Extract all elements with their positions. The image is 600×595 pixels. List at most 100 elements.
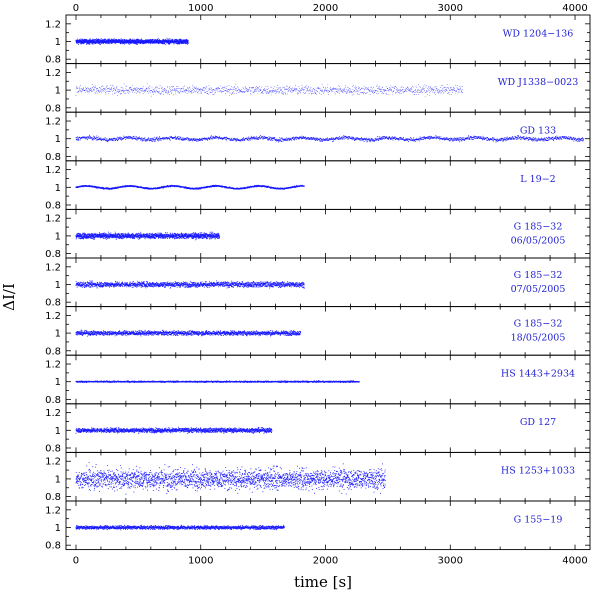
data-point — [80, 88, 82, 89]
data-point — [128, 90, 130, 92]
data-point — [303, 92, 305, 94]
data-point — [389, 89, 391, 91]
data-point — [200, 91, 202, 93]
data-point — [273, 88, 274, 89]
data-point — [83, 87, 84, 89]
data-point — [209, 87, 210, 89]
data-point — [79, 86, 80, 88]
data-point — [119, 136, 121, 138]
data-point — [448, 94, 450, 95]
data-point — [354, 90, 355, 92]
data-point — [142, 92, 144, 94]
data-point — [83, 88, 85, 89]
data-point — [124, 90, 125, 92]
data-point — [402, 91, 404, 93]
data-point — [125, 90, 127, 91]
data-point — [414, 94, 415, 95]
data-point — [298, 90, 299, 91]
data-point — [164, 90, 166, 91]
data-point — [352, 139, 354, 141]
data-point — [464, 140, 466, 142]
data-point — [255, 88, 257, 90]
data-point — [291, 88, 292, 89]
data-point — [210, 135, 212, 137]
data-point — [278, 87, 279, 89]
data-point — [274, 136, 276, 138]
data-point — [376, 84, 378, 86]
data-point — [100, 137, 102, 139]
data-point — [85, 138, 87, 140]
data-point — [283, 93, 284, 95]
data-point — [333, 138, 335, 140]
data-point — [274, 86, 276, 88]
data-point — [294, 87, 296, 89]
data-point — [221, 138, 223, 140]
data-point — [379, 138, 381, 140]
data-point — [338, 90, 339, 92]
data-point — [254, 89, 256, 90]
data-point — [256, 90, 258, 92]
data-point — [332, 139, 334, 141]
data-point — [352, 85, 354, 87]
data-point — [320, 89, 322, 91]
data-point — [141, 89, 143, 91]
data-point — [148, 89, 150, 91]
data-point — [138, 91, 140, 92]
data-point — [471, 138, 473, 140]
data-point — [352, 137, 354, 139]
data-point — [366, 140, 368, 142]
data-point — [269, 136, 271, 138]
data-point — [354, 87, 356, 88]
data-point — [339, 89, 341, 91]
data-point — [481, 136, 483, 138]
data-point — [106, 91, 107, 93]
data-point — [319, 140, 321, 142]
data-point — [101, 39, 103, 41]
data-point — [523, 136, 525, 138]
data-point — [361, 92, 362, 93]
data-point — [226, 90, 227, 92]
data-point — [237, 90, 238, 91]
y-tick-label: 0.8 — [45, 152, 61, 163]
data-point — [257, 93, 259, 94]
data-point — [229, 95, 230, 97]
data-point — [460, 136, 462, 138]
data-point — [362, 88, 364, 89]
data-point — [78, 88, 80, 90]
data-point — [176, 88, 177, 90]
data-point — [310, 90, 312, 92]
data-point — [181, 91, 182, 93]
data-point — [85, 41, 87, 43]
data-point — [519, 137, 521, 139]
data-point — [103, 38, 105, 40]
data-point — [446, 90, 448, 92]
data-point — [250, 94, 252, 96]
data-point — [146, 87, 148, 89]
data-point — [290, 138, 292, 140]
data-point — [230, 139, 232, 141]
data-point — [289, 137, 291, 139]
data-point — [420, 90, 421, 92]
data-point — [166, 89, 168, 91]
data-point — [156, 137, 158, 139]
y-tick-label: 1.2 — [45, 68, 61, 79]
data-point — [393, 91, 394, 92]
data-point — [244, 138, 246, 140]
data-point — [272, 92, 274, 94]
data-point — [214, 92, 216, 93]
data-point — [105, 39, 107, 41]
data-point — [293, 138, 295, 140]
data-point — [228, 91, 229, 93]
data-point — [198, 87, 199, 89]
data-point — [186, 93, 188, 94]
data-point — [117, 88, 119, 90]
data-point — [144, 139, 146, 141]
data-point — [270, 138, 272, 140]
data-point — [99, 38, 101, 40]
data-point — [164, 88, 166, 90]
data-point — [295, 136, 297, 138]
data-point — [440, 89, 441, 91]
data-point — [346, 92, 348, 94]
data-point — [174, 138, 176, 140]
data-point — [141, 139, 143, 141]
